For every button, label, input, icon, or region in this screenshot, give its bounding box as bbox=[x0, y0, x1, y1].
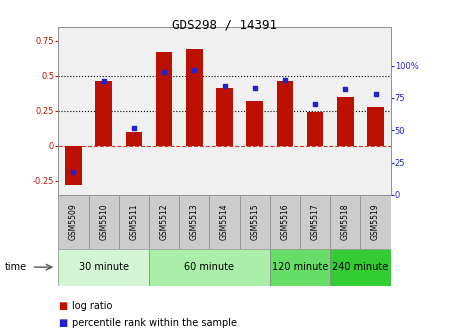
Bar bbox=[88, 195, 119, 249]
Text: GSM5512: GSM5512 bbox=[159, 204, 168, 240]
Point bbox=[130, 125, 137, 130]
Text: log ratio: log ratio bbox=[72, 301, 112, 311]
Bar bbox=[186, 49, 202, 146]
Point bbox=[372, 91, 379, 97]
Bar bbox=[149, 249, 270, 286]
Bar bbox=[119, 195, 149, 249]
Text: ■: ■ bbox=[58, 318, 68, 328]
Text: GDS298 / 14391: GDS298 / 14391 bbox=[172, 18, 277, 32]
Bar bbox=[307, 112, 323, 146]
Text: GSM5516: GSM5516 bbox=[281, 203, 290, 240]
Bar bbox=[149, 195, 179, 249]
Point bbox=[100, 79, 107, 84]
Text: GSM5517: GSM5517 bbox=[311, 203, 320, 240]
Point bbox=[70, 169, 77, 174]
Text: 60 minute: 60 minute bbox=[185, 262, 234, 272]
Bar bbox=[270, 195, 300, 249]
Point bbox=[221, 84, 228, 89]
Bar bbox=[277, 82, 293, 146]
Text: 120 minute: 120 minute bbox=[272, 262, 328, 272]
Text: GSM5518: GSM5518 bbox=[341, 204, 350, 240]
Text: GSM5511: GSM5511 bbox=[129, 204, 138, 240]
Bar bbox=[156, 52, 172, 146]
Bar bbox=[58, 195, 88, 249]
Bar bbox=[330, 195, 361, 249]
Bar bbox=[179, 195, 209, 249]
Bar bbox=[58, 249, 149, 286]
Text: GSM5509: GSM5509 bbox=[69, 203, 78, 240]
Point bbox=[312, 102, 319, 107]
Bar bbox=[126, 132, 142, 146]
Point bbox=[251, 85, 258, 90]
Text: GSM5510: GSM5510 bbox=[99, 203, 108, 240]
Text: GSM5515: GSM5515 bbox=[250, 203, 259, 240]
Bar bbox=[240, 195, 270, 249]
Bar bbox=[300, 195, 330, 249]
Text: GSM5519: GSM5519 bbox=[371, 203, 380, 240]
Text: 30 minute: 30 minute bbox=[79, 262, 129, 272]
Point bbox=[342, 86, 349, 92]
Bar bbox=[270, 249, 330, 286]
Text: time: time bbox=[4, 262, 26, 272]
Bar bbox=[330, 249, 391, 286]
Bar bbox=[65, 146, 82, 185]
Bar bbox=[216, 88, 233, 146]
Text: percentile rank within the sample: percentile rank within the sample bbox=[72, 318, 237, 328]
Bar bbox=[95, 82, 112, 146]
Text: 240 minute: 240 minute bbox=[332, 262, 388, 272]
Point bbox=[191, 67, 198, 72]
Bar bbox=[367, 107, 384, 146]
Bar bbox=[337, 97, 354, 146]
Bar bbox=[361, 195, 391, 249]
Text: GSM5514: GSM5514 bbox=[220, 203, 229, 240]
Text: GSM5513: GSM5513 bbox=[190, 203, 199, 240]
Bar bbox=[247, 101, 263, 146]
Point bbox=[160, 70, 167, 75]
Text: ■: ■ bbox=[58, 301, 68, 311]
Point bbox=[282, 77, 289, 83]
Bar bbox=[209, 195, 240, 249]
